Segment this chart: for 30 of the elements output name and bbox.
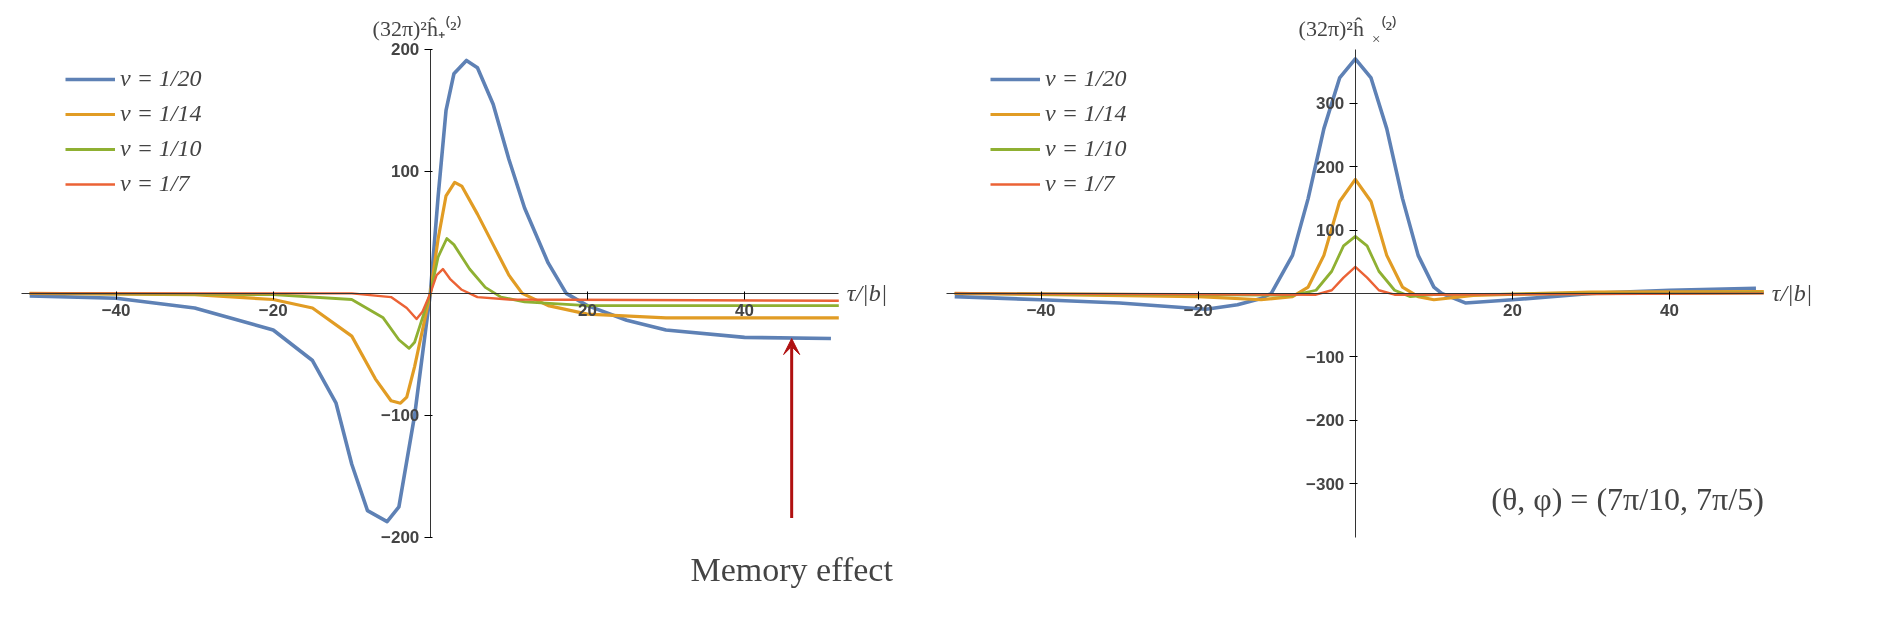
- legend-label: v = 1/10: [120, 135, 202, 162]
- x-tick-label: 40: [1660, 301, 1680, 321]
- legend-label: v = 1/20: [1045, 65, 1127, 92]
- y-tick-label: 100: [390, 162, 420, 182]
- annotation: (θ, φ) = (7π/10, 7π/5): [1491, 481, 1764, 518]
- legend-label: v = 1/14: [1045, 100, 1127, 127]
- legend-label: v = 1/20: [120, 65, 202, 92]
- y-tick-label: −300: [1306, 474, 1345, 494]
- x-tick-label: 20: [1502, 301, 1522, 321]
- x-tick-label: −40: [101, 301, 131, 321]
- y-tick-label: 200: [1315, 157, 1345, 177]
- line-series: [28, 267, 840, 321]
- line-series: [27, 58, 833, 524]
- line-series: [953, 265, 1765, 296]
- x-tick-label: 40: [735, 301, 755, 321]
- legend-label: v = 1/7: [1045, 170, 1115, 197]
- y-tick-label: 200: [390, 40, 420, 60]
- y-tick-label: −100: [1306, 347, 1345, 367]
- x-axis-title: τ/|b|: [1771, 280, 1813, 307]
- y-tick-label: −200: [1306, 411, 1345, 431]
- x-axis-title: τ/|b|: [846, 280, 888, 307]
- legend-label: v = 1/10: [1045, 135, 1127, 162]
- annotation: Memory effect: [690, 551, 894, 589]
- legend-label: v = 1/14: [120, 100, 202, 127]
- y-axis-title: (32π)²ĥ×⁽²⁾: [1298, 16, 1398, 48]
- x-tick-label: −20: [258, 301, 288, 321]
- legend-label: v = 1/7: [120, 170, 190, 197]
- y-tick-label: −200: [381, 528, 420, 548]
- y-axis-title: (32π)²ĥ₊⁽²⁾: [372, 16, 462, 42]
- x-tick-label: −40: [1026, 301, 1056, 321]
